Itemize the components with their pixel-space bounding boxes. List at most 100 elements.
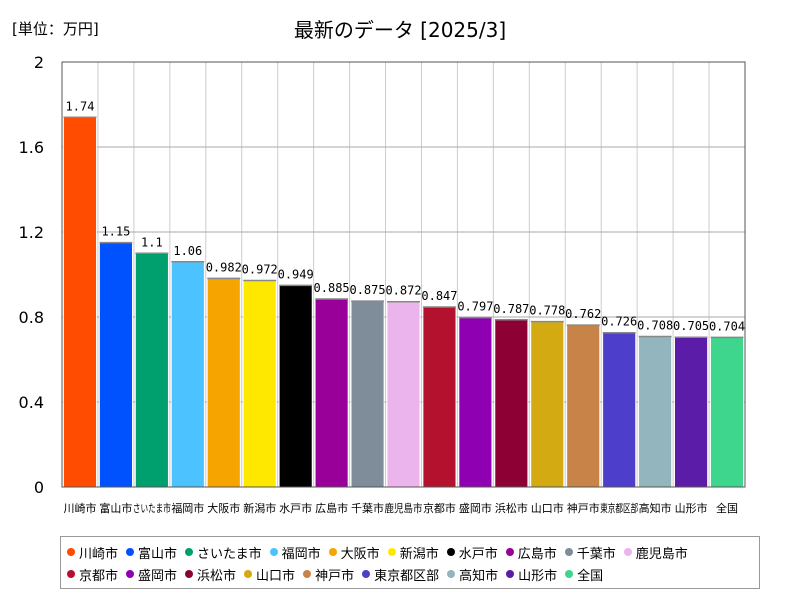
- legend-swatch: [564, 548, 573, 556]
- x-tick-label: 京都市: [423, 501, 456, 515]
- value-label: 0.847: [421, 289, 457, 303]
- bar-盛岡市: [458, 317, 493, 488]
- legend-swatch: [505, 548, 514, 556]
- legend: 川崎市 富山市 さいたま市 福岡市 大阪市 新潟市 水戸市 広島市 千葉市 鹿児島市 京都市 盛岡市 浜…: [60, 536, 760, 589]
- legend-label: 全国: [577, 568, 604, 584]
- x-tick-label: さいたま市: [133, 501, 171, 515]
- value-label: 0.875: [349, 283, 385, 297]
- legend-swatch: [269, 548, 278, 556]
- legend-item: 大阪市: [328, 541, 380, 563]
- legend-item: さいたま市: [185, 541, 262, 563]
- bar-さいたま市: [134, 252, 169, 488]
- legend-label: 福岡市: [281, 546, 321, 562]
- legend-label: 水戸市: [458, 546, 498, 562]
- legend-swatch: [126, 548, 135, 556]
- x-tick-label: 大阪市: [207, 501, 240, 515]
- legend-item: 盛岡市: [126, 563, 177, 585]
- x-tick-label: 広島市: [315, 501, 348, 515]
- legend-swatch: [244, 570, 253, 578]
- bar-全国: [710, 336, 744, 488]
- x-tick-label: 全国: [716, 501, 738, 515]
- legend-label: 高知市: [459, 568, 499, 584]
- y-tick-label: 1.2: [19, 223, 44, 242]
- legend-item: 広島市: [505, 541, 557, 563]
- value-label: 0.762: [565, 307, 601, 321]
- y-tick-labels: 0 0.4 0.8 1.2 1.6 2: [19, 53, 44, 497]
- x-tick-labels: 川崎市 富山市 さいたま市福岡市 大阪市 新潟市 水戸市 広島市 千葉市 鹿児島市京都市 盛岡市浜…: [63, 501, 738, 515]
- legend-swatch: [67, 548, 75, 556]
- legend-swatch: [303, 570, 312, 578]
- legend-item: 富山市: [126, 541, 177, 563]
- x-tick-label: 新潟市: [243, 501, 276, 515]
- x-tick-label: 富山市: [99, 501, 132, 515]
- value-label: 0.972: [242, 262, 278, 276]
- value-label: 1.74: [66, 99, 95, 113]
- bar-山口市: [530, 321, 565, 488]
- legend-label: 東京都区部: [374, 568, 440, 584]
- legend-item: 東京都区部: [362, 563, 439, 585]
- y-tick-label: 0.4: [19, 393, 44, 412]
- legend-label: 山形市: [518, 568, 558, 584]
- bar-富山市: [99, 242, 133, 488]
- x-tick-label: 東京都区部: [600, 501, 638, 515]
- legend-swatch: [328, 548, 337, 556]
- bar-浜松市: [494, 319, 529, 488]
- legend-swatch: [623, 548, 632, 556]
- legend-label: 広島市: [517, 546, 557, 562]
- value-label: 1.15: [101, 225, 130, 239]
- bars: [63, 116, 744, 488]
- value-label: 0.778: [529, 304, 565, 318]
- legend-item: 千葉市: [564, 541, 616, 563]
- bar-東京都区部: [602, 332, 637, 488]
- legend-label: 盛岡市: [138, 568, 178, 584]
- bar-鹿児島市: [386, 301, 421, 488]
- value-label: 0.949: [278, 267, 314, 281]
- legend-item: 福岡市: [269, 541, 321, 563]
- x-tick-label: 高知市: [639, 501, 672, 515]
- bar-高知市: [638, 336, 673, 488]
- chart-title: 最新のデータ [2025/3]: [293, 18, 507, 42]
- bar-京都市: [422, 306, 457, 488]
- x-tick-label: 千葉市: [351, 501, 384, 515]
- x-tick-label: 盛岡市: [459, 501, 492, 515]
- legend-item: 鹿児島市: [623, 541, 688, 563]
- legend-swatch: [387, 548, 396, 556]
- legend-item: 川崎市: [67, 541, 118, 563]
- legend-swatch: [446, 548, 455, 556]
- x-tick-label: 浜松市: [495, 501, 528, 515]
- bar-新潟市: [242, 280, 277, 488]
- legend-swatch: [362, 570, 371, 578]
- legend-label: 大阪市: [340, 546, 380, 562]
- unit-label: [単位：万円]: [12, 20, 99, 38]
- bar-水戸市: [278, 284, 313, 488]
- bar-山形市: [674, 336, 708, 488]
- value-label: 0.704: [709, 319, 745, 333]
- legend-label: 浜松市: [197, 568, 237, 584]
- legend-label: 京都市: [79, 568, 119, 584]
- legend-item: 高知市: [447, 563, 498, 585]
- legend-label: 川崎市: [79, 546, 119, 562]
- legend-swatch: [185, 548, 194, 556]
- legend-swatch: [447, 570, 456, 578]
- value-label: 0.982: [206, 260, 242, 274]
- legend-label: 鹿児島市: [635, 546, 688, 562]
- y-tick-label: 1.6: [19, 138, 44, 157]
- legend-swatch: [126, 570, 135, 578]
- value-label: 0.872: [385, 284, 421, 298]
- bar-広島市: [314, 298, 349, 488]
- legend-swatch: [67, 570, 75, 578]
- legend-item: 浜松市: [185, 563, 236, 585]
- legend-label: 山口市: [256, 568, 296, 584]
- legend-swatch: [185, 570, 194, 578]
- y-tick-label: 2: [34, 53, 44, 72]
- x-tick-label: 水戸市: [279, 501, 312, 515]
- value-label: 1.1: [141, 235, 163, 249]
- legend-item: 山形市: [506, 563, 557, 585]
- x-tick-label: 山口市: [531, 501, 564, 515]
- x-tick-label: 川崎市: [63, 501, 96, 515]
- x-tick-label: 福岡市: [171, 501, 204, 515]
- value-label: 0.885: [314, 281, 350, 295]
- value-label: 0.726: [601, 315, 637, 329]
